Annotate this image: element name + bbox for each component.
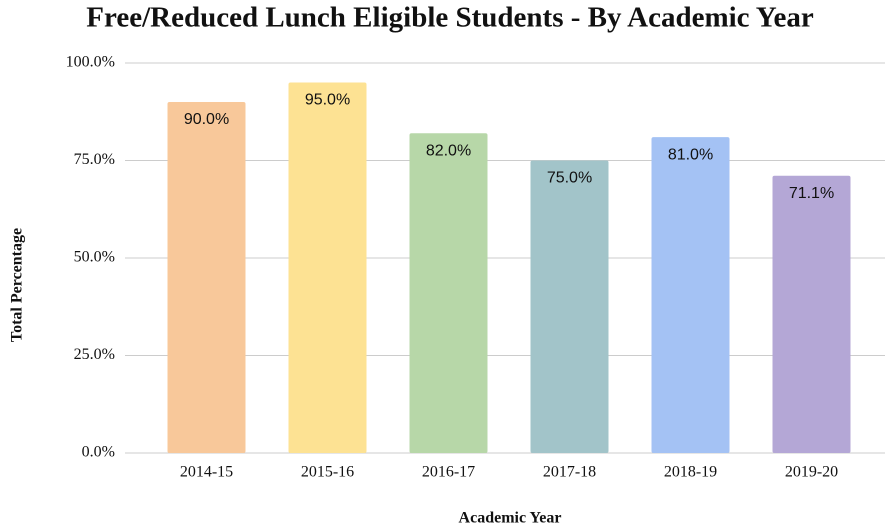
chart-title: Free/Reduced Lunch Eligible Students - B…	[86, 2, 814, 34]
value-label: 71.1%	[789, 185, 834, 202]
bar	[651, 137, 730, 453]
value-label: 82.0%	[426, 142, 471, 159]
y-tick-label: 75.0%	[74, 151, 115, 168]
x-axis-title: Academic Year	[459, 510, 562, 527]
x-tick-label: 2016-17	[422, 464, 475, 481]
value-label: 95.0%	[305, 92, 350, 109]
x-tick-label: 2017-18	[543, 464, 596, 481]
x-tick-label: 2015-16	[301, 464, 354, 481]
bar	[167, 102, 246, 453]
value-label: 75.0%	[547, 170, 592, 187]
bar	[530, 160, 609, 453]
y-tick-label: 25.0%	[74, 346, 115, 363]
bar	[409, 133, 488, 453]
y-tick-label: 100.0%	[66, 54, 115, 71]
y-tick-label: 0.0%	[82, 444, 115, 461]
y-axis-title: Total Percentage	[9, 228, 26, 342]
x-tick-label: 2019-20	[785, 464, 838, 481]
bar	[288, 82, 367, 453]
value-label: 90.0%	[184, 111, 229, 128]
value-label: 81.0%	[668, 146, 713, 163]
x-tick-label: 2014-15	[180, 464, 233, 481]
y-tick-label: 50.0%	[74, 249, 115, 266]
bar	[772, 175, 851, 453]
x-tick-label: 2018-19	[664, 464, 717, 481]
